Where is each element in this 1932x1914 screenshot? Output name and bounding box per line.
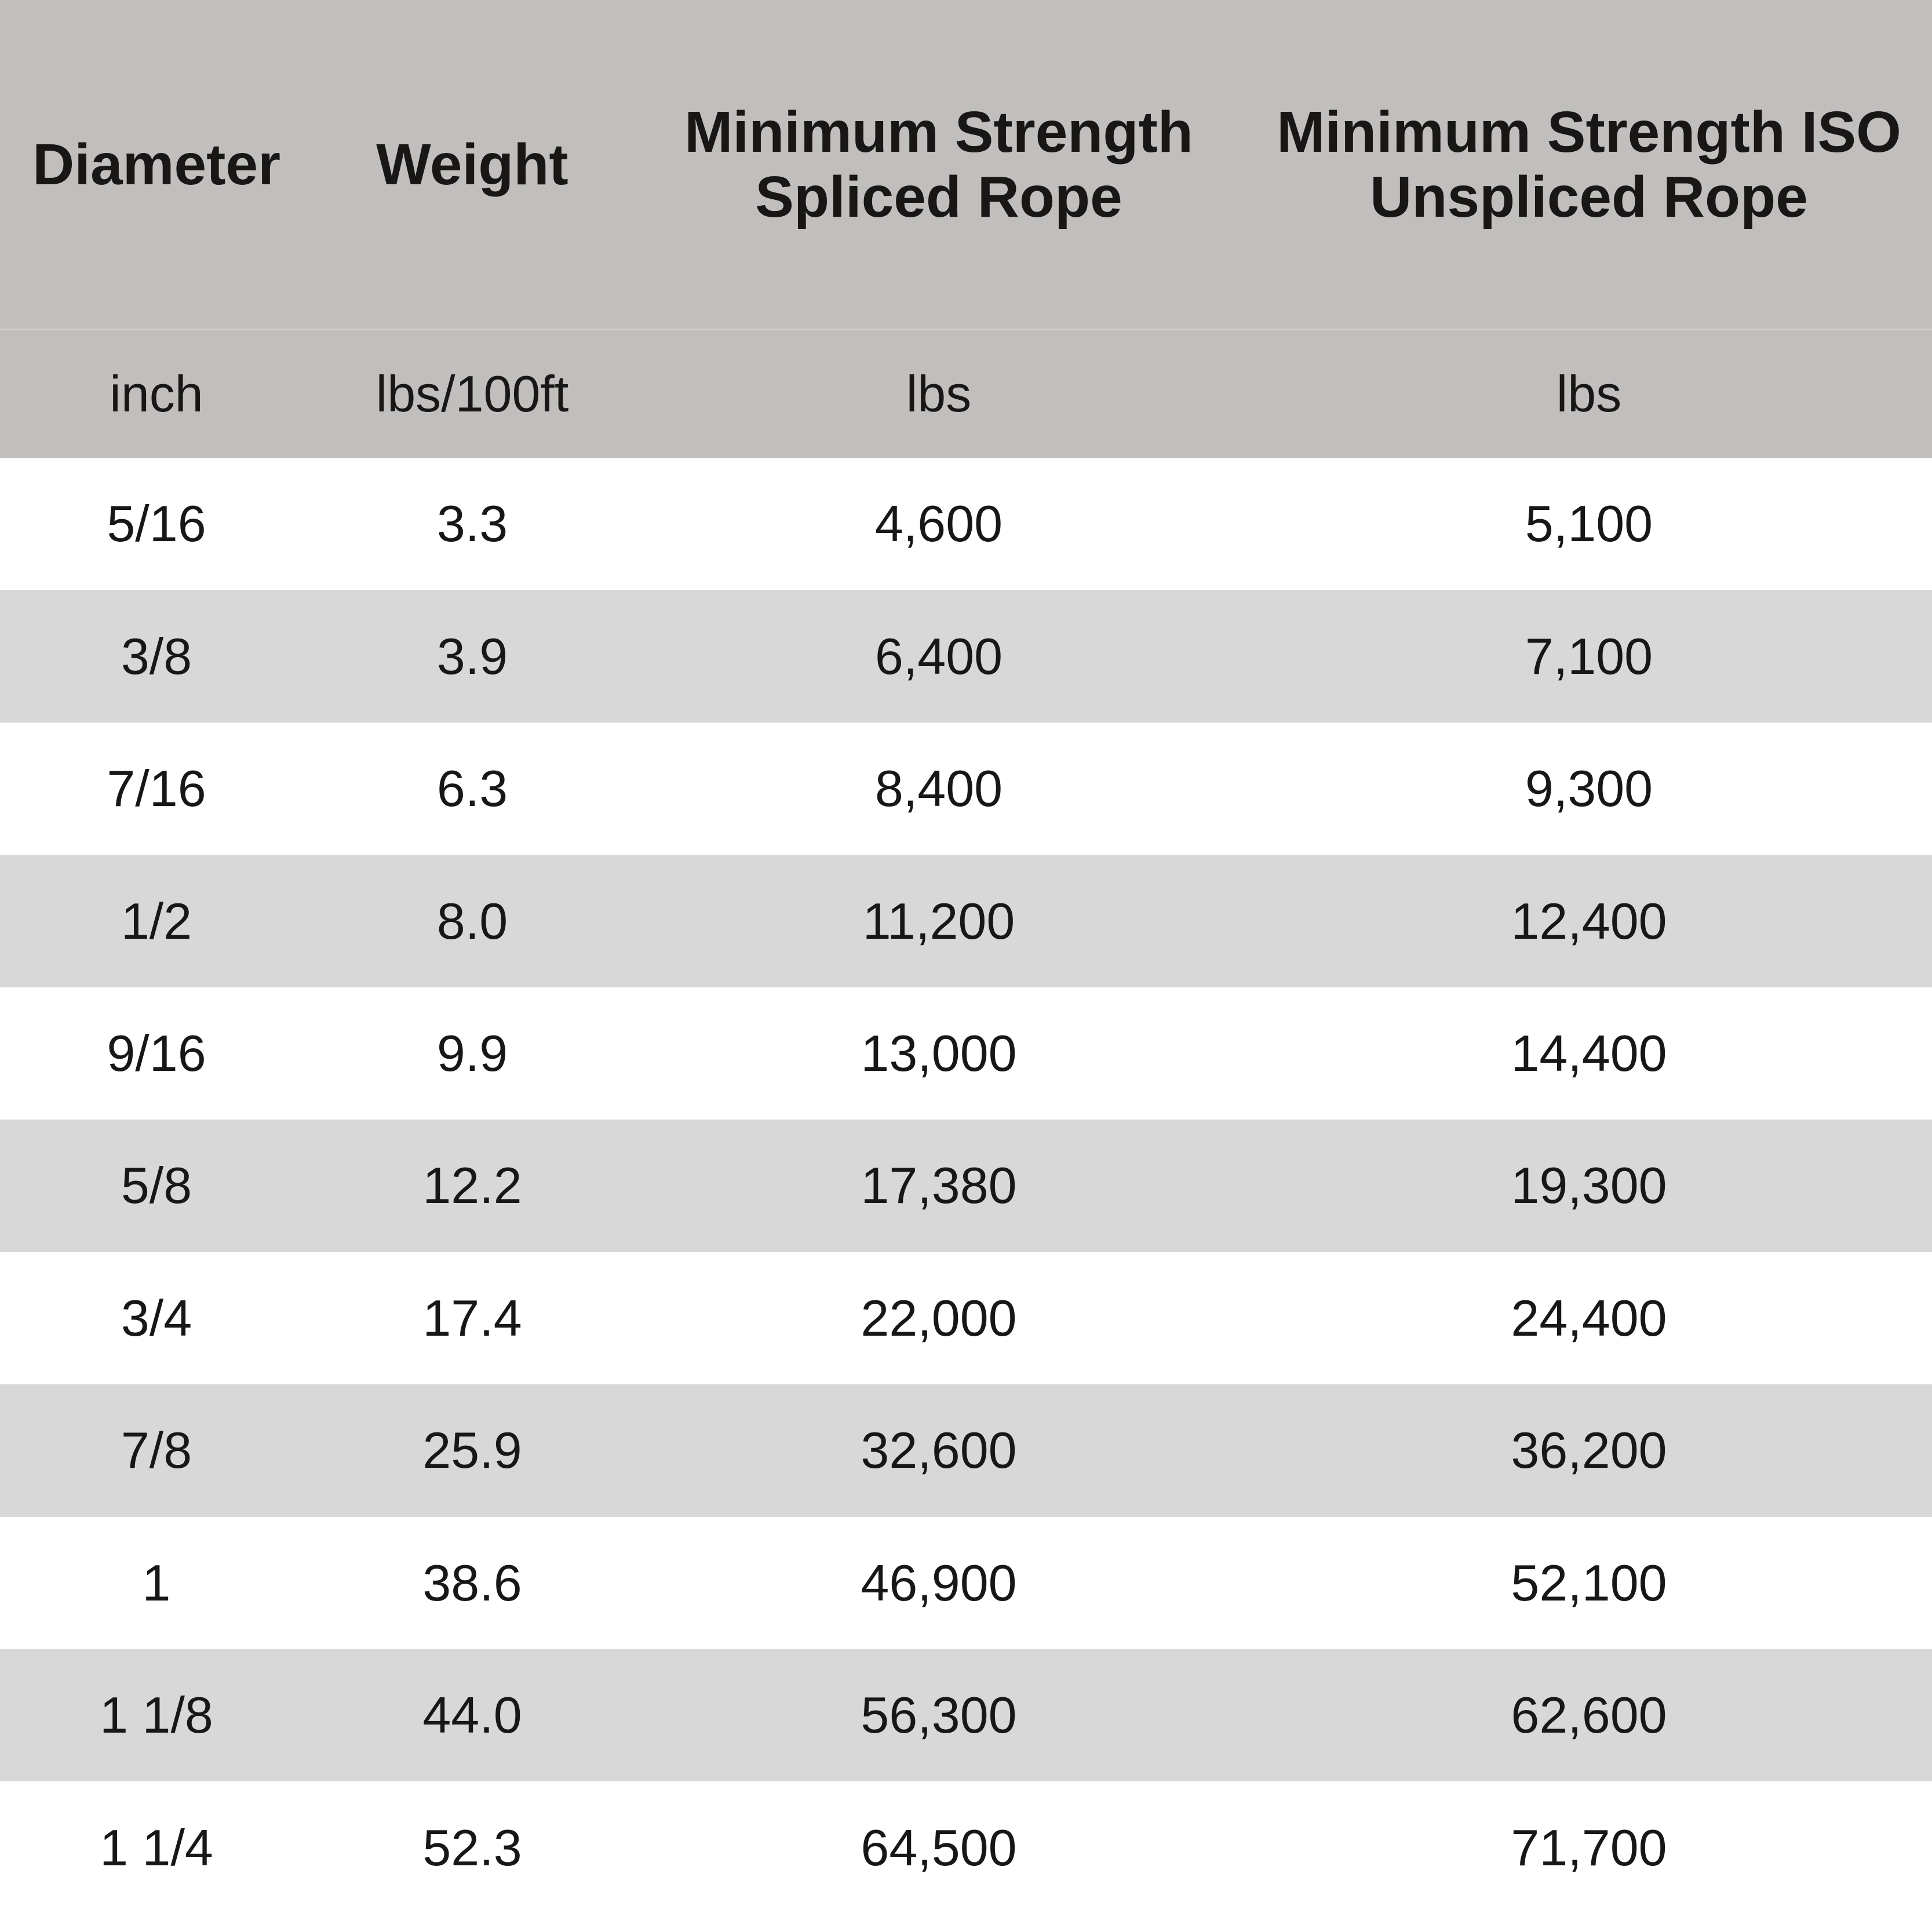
cell-strength-spliced: 6,400	[874, 627, 1003, 685]
header-diameter: Diameter	[32, 132, 280, 197]
cell-strength-spliced: 22,000	[861, 1289, 1017, 1347]
cell-diameter: 1	[142, 1554, 171, 1612]
table-row: 5/8 12.2 17,380 19,300	[0, 1120, 1932, 1252]
cell-diameter: 1 1/8	[100, 1686, 213, 1744]
cell-diameter: 3/4	[121, 1289, 192, 1347]
table-row: 3/4 17.4 22,000 24,400	[0, 1252, 1932, 1385]
table-units-row: inch lbs/100ft lbs lbs	[0, 329, 1932, 458]
table-row: 5/16 3.3 4,600 5,100	[0, 458, 1932, 590]
cell-diameter: 3/8	[121, 627, 192, 685]
cell-weight: 3.3	[436, 495, 508, 553]
cell-strength-unspliced: 62,600	[1511, 1686, 1667, 1744]
cell-strength-unspliced: 5,100	[1525, 495, 1653, 553]
cell-diameter: 5/16	[107, 495, 206, 553]
cell-strength-unspliced: 14,400	[1511, 1024, 1667, 1082]
cell-weight: 25.9	[422, 1421, 522, 1479]
unit-diameter: inch	[110, 365, 203, 422]
header-min-strength-iso-unspliced: Minimum Strength ISO Unspliced Rope	[1277, 99, 1901, 229]
cell-diameter: 1/2	[121, 892, 192, 950]
cell-strength-spliced: 8,400	[874, 760, 1003, 818]
cell-strength-spliced: 11,200	[862, 892, 1015, 950]
header-weight: Weight	[376, 132, 568, 197]
cell-strength-spliced: 17,380	[861, 1157, 1017, 1215]
header-min-strength-spliced: Minimum Strength Spliced Rope	[684, 99, 1193, 229]
unit-min-strength-spliced: lbs	[906, 365, 972, 422]
cell-strength-unspliced: 9,300	[1525, 760, 1653, 818]
table-row: 1 1/4 52.3 64,500 71,700	[0, 1781, 1932, 1914]
cell-weight: 17.4	[422, 1289, 522, 1347]
unit-min-strength-iso-unspliced: lbs	[1556, 365, 1622, 422]
cell-weight: 6.3	[436, 760, 508, 818]
cell-strength-unspliced: 36,200	[1511, 1421, 1667, 1479]
cell-strength-spliced: 13,000	[861, 1024, 1017, 1082]
cell-strength-spliced: 4,600	[874, 495, 1003, 553]
cell-weight: 52.3	[422, 1818, 522, 1876]
cell-strength-spliced: 46,900	[861, 1554, 1017, 1612]
cell-strength-unspliced: 24,400	[1511, 1289, 1667, 1347]
cell-diameter: 7/8	[121, 1421, 192, 1479]
table-header-row: Diameter Weight Minimum Strength Spliced…	[0, 0, 1932, 329]
cell-strength-unspliced: 19,300	[1511, 1157, 1667, 1215]
cell-diameter: 1 1/4	[100, 1818, 213, 1876]
cell-diameter: 7/16	[107, 760, 206, 818]
cell-weight: 8.0	[436, 892, 508, 950]
table-row: 1 1/8 44.0 56,300 62,600	[0, 1649, 1932, 1782]
unit-weight: lbs/100ft	[376, 365, 569, 422]
cell-strength-unspliced: 7,100	[1525, 627, 1653, 685]
cell-strength-spliced: 32,600	[861, 1421, 1017, 1479]
cell-diameter: 5/8	[121, 1157, 192, 1215]
table-body: 5/16 3.3 4,600 5,100 3/8 3.9 6,400 7,100…	[0, 458, 1932, 1914]
table-row: 1 38.6 46,900 52,100	[0, 1516, 1932, 1649]
cell-strength-unspliced: 71,700	[1511, 1818, 1667, 1876]
cell-strength-unspliced: 12,400	[1511, 892, 1667, 950]
cell-strength-unspliced: 52,100	[1511, 1554, 1667, 1612]
cell-strength-spliced: 56,300	[861, 1686, 1017, 1744]
cell-weight: 38.6	[422, 1554, 522, 1612]
cell-weight: 3.9	[436, 627, 508, 685]
table-row: 7/16 6.3 8,400 9,300	[0, 722, 1932, 855]
table-row: 3/8 3.9 6,400 7,100	[0, 590, 1932, 723]
table-row: 7/8 25.9 32,600 36,200	[0, 1384, 1932, 1517]
table-row: 9/16 9.9 13,000 14,400	[0, 987, 1932, 1120]
table-row: 1/2 8.0 11,200 12,400	[0, 855, 1932, 987]
cell-diameter: 9/16	[107, 1024, 206, 1082]
cell-weight: 9.9	[436, 1024, 508, 1082]
cell-weight: 12.2	[422, 1157, 522, 1215]
cell-weight: 44.0	[422, 1686, 522, 1744]
cell-strength-spliced: 64,500	[861, 1818, 1017, 1876]
